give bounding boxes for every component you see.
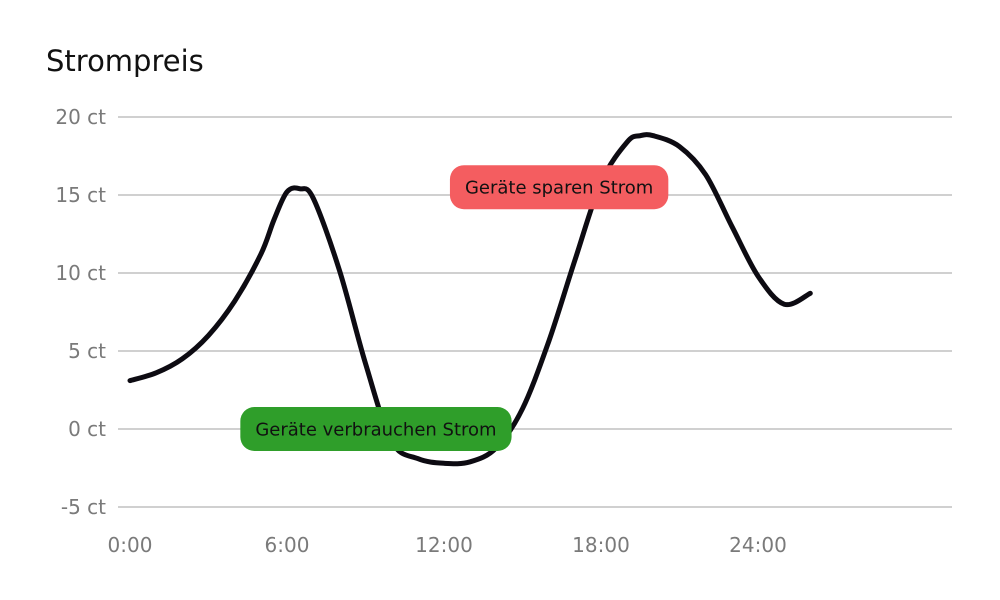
x-axis-ticks: 0:00 6:00 12:00 18:00 24:00 [108, 533, 787, 557]
annotation-pill [449, 165, 669, 210]
series-lines [127, 132, 813, 467]
annotation-consume: Geräte verbrauchen Strom [240, 407, 512, 451]
x-tick-label: 0:00 [108, 533, 153, 557]
annotation-pill [240, 407, 512, 451]
y-tick-label: 15 ct [55, 183, 106, 207]
annotation-save: Geräte sparen Strom [449, 165, 669, 210]
annotation-label: Geräte sparen Strom [465, 178, 653, 199]
x-tick-label: 24:00 [729, 533, 787, 557]
series-line-strompreis [127, 132, 813, 467]
y-tick-label: 5 ct [68, 339, 106, 363]
x-tick-label: 18:00 [572, 533, 630, 557]
x-tick-label: 12:00 [415, 533, 473, 557]
annotations: Geräte verbrauchen Strom Geräte sparen St… [240, 165, 669, 451]
y-tick-label: 0 ct [68, 417, 106, 441]
annotation-label: Geräte verbrauchen Strom [255, 420, 496, 441]
y-axis-ticks: 20 ct 15 ct 10 ct 5 ct 0 ct -5 ct [55, 105, 106, 519]
chart-title: Strompreis [46, 44, 204, 78]
y-tick-label: 20 ct [55, 105, 106, 129]
y-tick-label: -5 ct [61, 495, 106, 519]
x-tick-label: 6:00 [265, 533, 310, 557]
y-tick-label: 10 ct [55, 261, 106, 285]
